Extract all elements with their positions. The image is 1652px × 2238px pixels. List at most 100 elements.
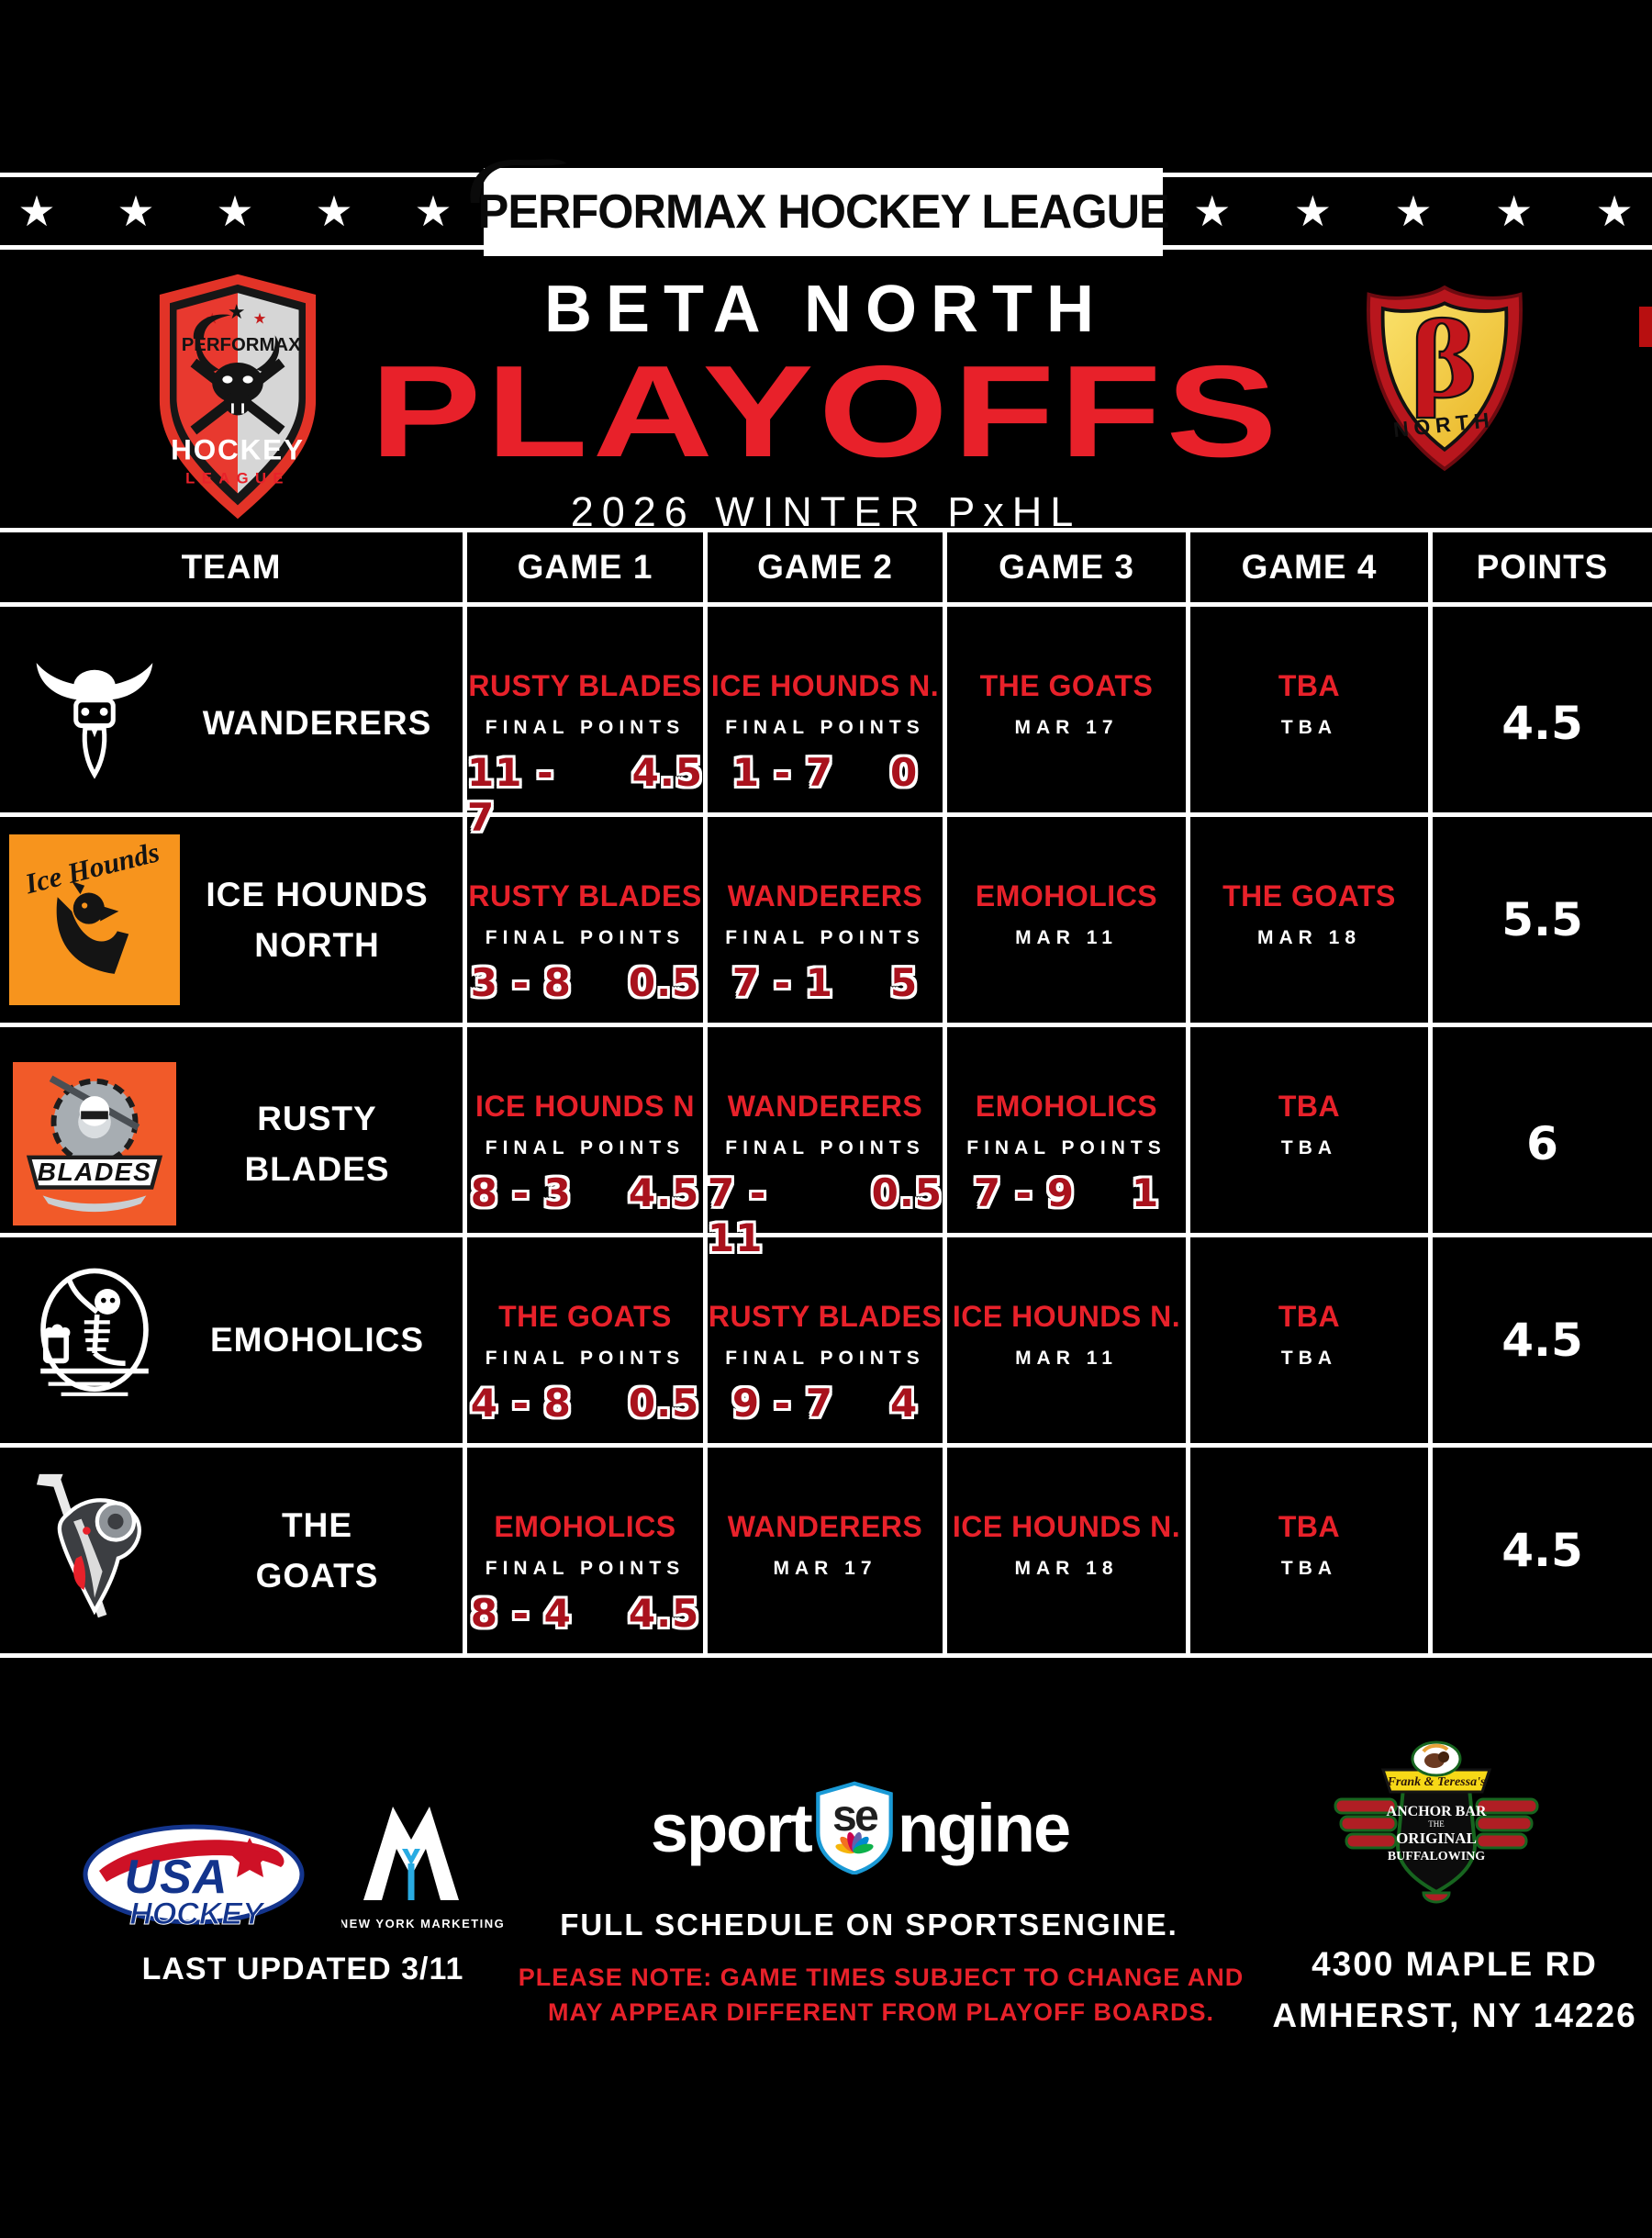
star-icon: ★	[216, 187, 254, 235]
game-subtext: FINAL POINTS	[485, 927, 686, 948]
anchor-line2: THE	[1428, 1819, 1445, 1829]
opponent-name: EMOHOLICS	[975, 879, 1158, 912]
opponent-name: TBA	[1278, 1090, 1341, 1123]
opponent-name: EMOHOLICS	[975, 1090, 1158, 1123]
the-goats-logo-icon	[0, 1471, 188, 1629]
brand-name: PERFORMAX	[477, 185, 766, 239]
team-cell-emoholics: EMOHOLICS	[0, 1237, 467, 1443]
game-score: 1 - 7 0	[732, 750, 918, 795]
game-cell: WANDERERS MAR 17	[708, 1448, 947, 1653]
star-icon: ★	[1293, 187, 1333, 235]
table-row: Ice Hounds ICE HOUNDS NORTH RUSTY BLADES…	[0, 817, 1652, 1027]
shield-star-icon: ★	[228, 300, 246, 323]
opponent-name: RUSTY BLADES	[708, 1300, 943, 1333]
game-cell: TBA TBA	[1190, 1448, 1433, 1653]
team-cell-ice-hounds-north: Ice Hounds ICE HOUNDS NORTH	[0, 817, 467, 1023]
game-cell: WANDERERS FINAL POINTS 7 - 11 0.5	[708, 1027, 947, 1260]
star-icon: ★	[1394, 187, 1433, 235]
team-name: EMOHOLICS	[209, 1321, 425, 1360]
opponent-name: TBA	[1278, 1300, 1341, 1333]
wanderers-logo-icon	[0, 654, 188, 793]
anchor-script-text: Frank & Teressa's	[1387, 1775, 1486, 1789]
disclaimer-line2: MAY APPEAR DIFFERENT FROM PLAYOFF BOARDS…	[547, 1997, 1215, 2026]
total-points: 5.5	[1501, 893, 1583, 946]
game-score: 11 - 7 4.5	[467, 750, 703, 840]
team-cell-the-goats: THE GOATS	[0, 1448, 467, 1653]
game-cell: ICE HOUNDS N. MAR 18	[947, 1448, 1190, 1653]
stars-left: ★ ★ ★ ★ ★	[0, 177, 483, 245]
score-value: 7 - 11	[708, 1170, 767, 1260]
new-york-marketing-logo: NEW YORK MARKETING	[341, 1807, 504, 1930]
last-updated-text: LAST UPDATED 3/11	[141, 1952, 464, 1986]
se-shield-text: se	[832, 1791, 878, 1841]
venue-address: 4300 MAPLE RD AMHERST, NY 14226	[1248, 1939, 1652, 2041]
hero-header: ★ ★ ★ PERFORMAX HOCKEY LEAGUE BETA NORTH…	[0, 250, 1652, 535]
points-earned: 5	[889, 960, 919, 1005]
disclaimer-line1: PLEASE NOTE: GAME TIMES SUBJECT TO CHANG…	[518, 1964, 1245, 1991]
shield-league-text: LEAGUE	[185, 469, 290, 487]
star-icon: ★	[17, 187, 56, 235]
blades-logo-text: BLADES	[37, 1157, 151, 1186]
table-header-row: TEAM GAME 1 GAME 2 GAME 3 GAME 4 POINTS	[0, 532, 1652, 607]
opponent-name: RUSTY BLADES	[468, 879, 702, 912]
game-cell: TBA TBA	[1190, 1027, 1433, 1260]
opponent-name: WANDERERS	[727, 1510, 923, 1543]
score-value: 3 - 8	[470, 960, 572, 1005]
game-subtext: FINAL POINTS	[485, 1558, 686, 1579]
usa-hockey-text: HOCKEY	[129, 1897, 266, 1931]
usa-hockey-logo: USA HOCKEY	[83, 1824, 305, 1931]
game-cell: TBA TBA	[1190, 607, 1433, 840]
red-corner-mark	[1639, 307, 1652, 347]
opponent-name: THE GOATS	[1222, 879, 1396, 912]
opponent-name: THE GOATS	[498, 1300, 672, 1333]
shield-hockey-text: HOCKEY	[171, 433, 305, 465]
rusty-blades-logo-icon: BLADES	[0, 1058, 188, 1229]
column-header-game1: GAME 1	[467, 532, 708, 602]
anchor-line1: ANCHOR BAR	[1387, 1804, 1487, 1819]
total-points: 6	[1526, 1117, 1558, 1170]
game-cell: WANDERERS FINAL POINTS 7 - 1 5	[708, 817, 947, 1023]
star-banner: ★ ★ ★ ★ ★ ★ ★ ★ ★ ★ PERFORMAX HOCKEY LEA…	[0, 159, 1652, 256]
game-subtext: MAR 17	[773, 1558, 877, 1579]
footer: USA HOCKEY NEW YORK MARKETING LAST UPDAT…	[0, 1658, 1652, 2065]
address-line1: 4300 MAPLE RD	[1312, 1945, 1598, 1983]
total-points: 4.5	[1501, 697, 1583, 750]
game-subtext: MAR 18	[1256, 927, 1362, 948]
game-cell: ICE HOUNDS N FINAL POINTS 8 - 3 4.5	[467, 1027, 708, 1260]
performax-league-shield-logo: ★ ★ ★ PERFORMAX HOCKEY LEAGUE	[159, 274, 317, 520]
game-cell: THE GOATS MAR 18	[1190, 817, 1433, 1023]
game-subtext: FINAL POINTS	[725, 1348, 925, 1369]
column-header-team: TEAM	[0, 532, 467, 602]
score-value: 8 - 3	[470, 1170, 572, 1215]
game-cell: RUSTY BLADES FINAL POINTS 11 - 7 4.5	[467, 607, 708, 840]
star-icon: ★	[117, 187, 155, 235]
opponent-name: TBA	[1278, 1510, 1341, 1543]
performax-swoosh-icon	[470, 159, 567, 203]
address-line2: AMHERST, NY 14226	[1272, 1996, 1637, 2034]
game-score: 4 - 8 0.5	[471, 1381, 700, 1426]
star-icon: ★	[1494, 187, 1534, 235]
game-subtext: FINAL POINTS	[485, 1137, 686, 1158]
game-score: 7 - 1 5	[732, 960, 918, 1005]
peacock-icon	[835, 1831, 874, 1854]
game-subtext: TBA	[1280, 717, 1338, 738]
beta-glyph: β	[1411, 301, 1479, 421]
total-points: 4.5	[1501, 1314, 1583, 1367]
score-value: 9 - 7	[731, 1381, 833, 1426]
stars-right: ★ ★ ★ ★ ★	[1162, 177, 1652, 245]
game-score: 8 - 3 4.5	[471, 1170, 700, 1215]
column-header-game2: GAME 2	[708, 532, 947, 602]
game-subtext: TBA	[1280, 1137, 1338, 1158]
disclaimer-text: PLEASE NOTE: GAME TIMES SUBJECT TO CHANG…	[514, 1961, 1248, 2031]
table-row: EMOHOLICS THE GOATS FINAL POINTS 4 - 8 0…	[0, 1237, 1652, 1448]
points-earned: 0.5	[871, 1170, 943, 1215]
table-row: BLADES RUSTY BLADES ICE HOUNDS N FINAL P…	[0, 1027, 1652, 1260]
table-row: THE GOATS EMOHOLICS FINAL POINTS 8 - 4 4…	[0, 1448, 1652, 1658]
opponent-name: ICE HOUNDS N.	[710, 669, 940, 702]
score-value: 1 - 7	[731, 750, 833, 795]
playoff-table: TEAM GAME 1 GAME 2 GAME 3 GAME 4 POINTS …	[0, 528, 1652, 1658]
points-earned: 0	[889, 750, 919, 795]
opponent-name: WANDERERS	[727, 1090, 923, 1123]
game-score: 7 - 9 1	[974, 1170, 1159, 1215]
team-cell-wanderers: WANDERERS	[0, 607, 467, 840]
